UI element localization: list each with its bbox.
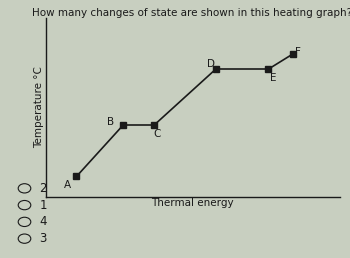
Text: B: B [107, 117, 114, 127]
Y-axis label: Temperature °C: Temperature °C [34, 67, 44, 148]
X-axis label: Thermal energy: Thermal energy [151, 198, 234, 208]
Text: F: F [295, 47, 301, 57]
Text: A: A [64, 180, 71, 190]
Text: How many changes of state are shown in this heating graph?: How many changes of state are shown in t… [33, 8, 350, 18]
Text: E: E [270, 73, 276, 83]
Text: D: D [207, 59, 215, 69]
Text: 4: 4 [39, 215, 47, 228]
Text: 2: 2 [39, 182, 47, 195]
Text: 3: 3 [39, 232, 47, 245]
Text: 1: 1 [39, 199, 47, 212]
Text: C: C [153, 129, 161, 139]
